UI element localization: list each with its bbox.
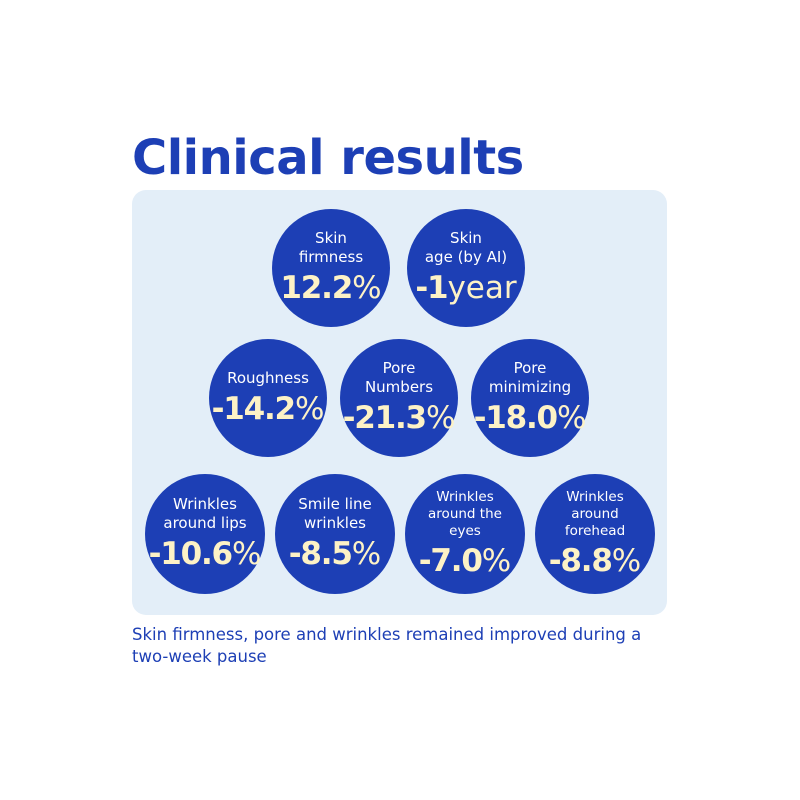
- result-value: -18.0%: [473, 400, 587, 436]
- result-label: Smile line wrinkles: [298, 495, 372, 532]
- result-skin-firmness: Skin firmness 12.2%: [272, 209, 390, 327]
- result-label: Wrinkles around forehead: [564, 488, 626, 539]
- result-label: Pore Numbers: [364, 359, 434, 396]
- results-panel: Skin firmness 12.2% Skin age (by AI) -1y…: [132, 190, 667, 615]
- result-value: -8.8%: [548, 542, 642, 579]
- result-wrinkles-eyes: Wrinkles around the eyes -7.0%: [405, 474, 525, 594]
- result-value: 12.2%: [280, 270, 382, 306]
- result-value: -1year: [415, 270, 517, 306]
- result-wrinkles-lips: Wrinkles around lips -10.6%: [145, 474, 265, 594]
- result-value: -8.5%: [288, 536, 382, 572]
- result-label: Wrinkles around the eyes: [428, 488, 502, 539]
- result-pore-numbers: Pore Numbers -21.3%: [340, 339, 458, 457]
- result-value: -7.0%: [418, 542, 512, 579]
- result-smile-line: Smile line wrinkles -8.5%: [275, 474, 395, 594]
- result-roughness: Roughness -14.2%: [209, 339, 327, 457]
- result-value: -21.3%: [342, 400, 456, 436]
- result-skin-age: Skin age (by AI) -1year: [407, 209, 525, 327]
- footnote: Skin firmness, pore and wrinkles remaine…: [132, 625, 642, 666]
- result-label: Roughness: [227, 368, 309, 387]
- result-label: Wrinkles around lips: [163, 495, 247, 532]
- result-label: Skin age (by AI): [424, 229, 508, 266]
- result-value: -10.6%: [148, 536, 262, 572]
- result-wrinkles-forehead: Wrinkles around forehead -8.8%: [535, 474, 655, 594]
- result-label: Skin firmness: [298, 229, 364, 266]
- result-pore-minimizing: Pore minimizing -18.0%: [471, 339, 589, 457]
- page-title: Clinical results: [132, 130, 524, 186]
- result-label: Pore minimizing: [488, 359, 572, 396]
- result-value: -14.2%: [211, 390, 325, 427]
